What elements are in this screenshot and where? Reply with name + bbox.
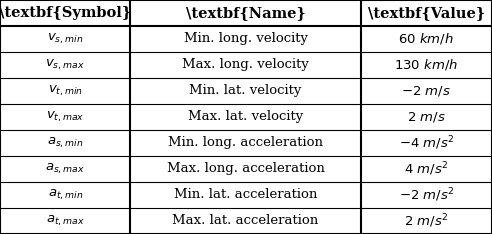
Text: $2 \ \mathit{m/s}^2$: $2 \ \mathit{m/s}^2$ [404,212,449,230]
Text: $a_{t,min}$: $a_{t,min}$ [48,188,83,202]
Text: $130 \ \mathit{km/h}$: $130 \ \mathit{km/h}$ [394,58,459,73]
Text: \textbf{Value}: \textbf{Value} [368,6,485,20]
Text: $-2 \ \mathit{m/s}$: $-2 \ \mathit{m/s}$ [401,84,451,98]
Text: $-2 \ \mathit{m/s}^2$: $-2 \ \mathit{m/s}^2$ [399,186,454,204]
Text: Min. lat. acceleration: Min. lat. acceleration [174,189,317,201]
Text: Max. lat. velocity: Max. lat. velocity [188,110,303,124]
Text: Min. long. velocity: Min. long. velocity [184,33,308,45]
Text: $v_{t,min}$: $v_{t,min}$ [48,84,83,98]
Text: $60 \ \mathit{km/h}$: $60 \ \mathit{km/h}$ [399,32,454,47]
Text: $4 \ \mathit{m/s}^2$: $4 \ \mathit{m/s}^2$ [404,160,449,178]
Text: $v_{t,max}$: $v_{t,max}$ [46,110,85,124]
Text: $a_{t,max}$: $a_{t,max}$ [46,214,85,228]
Text: $2 \ \mathit{m/s}$: $2 \ \mathit{m/s}$ [407,110,446,124]
Text: $v_{s,max}$: $v_{s,max}$ [45,58,85,72]
Text: \textbf{Name}: \textbf{Name} [185,6,306,20]
Text: Min. long. acceleration: Min. long. acceleration [168,136,323,150]
Text: \textbf{Symbol}: \textbf{Symbol} [0,6,131,20]
Text: Max. long. velocity: Max. long. velocity [182,58,309,71]
Text: $v_{s,min}$: $v_{s,min}$ [47,32,83,46]
Text: Min. lat. velocity: Min. lat. velocity [189,84,302,98]
Text: $a_{s,max}$: $a_{s,max}$ [45,162,85,176]
Text: Max. lat. acceleration: Max. lat. acceleration [172,215,319,227]
Text: $-4 \ \mathit{m/s}^2$: $-4 \ \mathit{m/s}^2$ [399,134,454,152]
Text: Max. long. acceleration: Max. long. acceleration [167,162,324,176]
Text: $a_{s,min}$: $a_{s,min}$ [47,136,84,150]
